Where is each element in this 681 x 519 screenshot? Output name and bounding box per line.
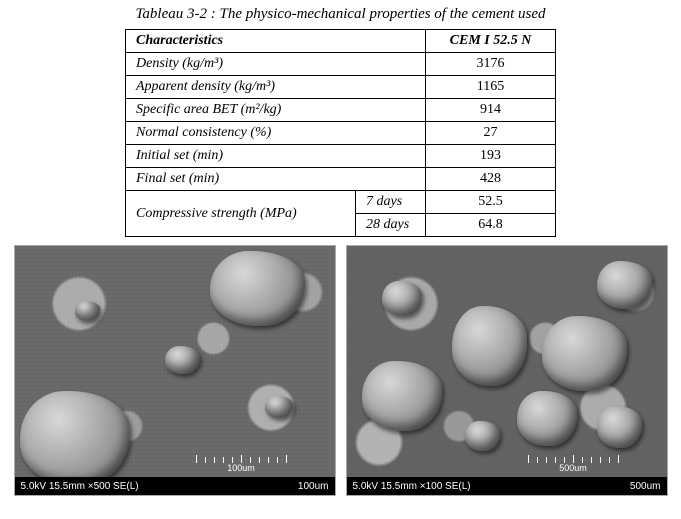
- row-label: Apparent density (kg/m³): [126, 76, 426, 99]
- rock-particle: [465, 421, 500, 451]
- row-label: Final set (min): [126, 168, 426, 191]
- rock-particle: [265, 396, 293, 418]
- row-value: 193: [426, 145, 556, 168]
- properties-table: Characteristics CEM I 52.5 N Density (kg…: [125, 29, 556, 237]
- sem-info-bar: 5.0kV 15.5mm ×100 SE(L) 500um: [347, 477, 667, 495]
- table-row: Compressive strength (MPa) 7 days 52.5: [126, 191, 556, 214]
- row-value: 914: [426, 99, 556, 122]
- rock-particle: [597, 406, 642, 448]
- table-row: Final set (min) 428: [126, 168, 556, 191]
- table-row: Initial set (min) 193: [126, 145, 556, 168]
- rock-particle: [20, 391, 130, 477]
- sem-bar-text: 5.0kV 15.5mm ×100 SE(L): [353, 481, 471, 492]
- rock-particle: [597, 261, 652, 309]
- rock-particle: [382, 281, 422, 316]
- row-label: Specific area BET (m²/kg): [126, 99, 426, 122]
- header-characteristics: Characteristics: [126, 30, 426, 53]
- scale-ticks: [524, 455, 623, 463]
- sem-surface: 500um: [347, 246, 667, 477]
- table-row: Normal consistency (%) 27: [126, 122, 556, 145]
- sem-bar-text: 5.0kV 15.5mm ×500 SE(L): [21, 481, 139, 492]
- rock-particle: [542, 316, 627, 391]
- row-value: 52.5: [426, 191, 556, 214]
- scale-label: 500um: [559, 463, 587, 473]
- sem-image-row: 100um 5.0kV 15.5mm ×500 SE(L) 100um 50: [10, 245, 671, 496]
- table-row: Density (kg/m³) 3176: [126, 53, 556, 76]
- row-label: Normal consistency (%): [126, 122, 426, 145]
- row-label: Density (kg/m³): [126, 53, 426, 76]
- row-value: 64.8: [426, 214, 556, 237]
- row-label-compressive: Compressive strength (MPa): [126, 191, 356, 237]
- row-sub-age: 7 days: [356, 191, 426, 214]
- scale-ticks: [192, 455, 291, 463]
- rock-particle: [75, 301, 100, 321]
- table-caption: Tableau 3-2 : The physico-mechanical pro…: [10, 6, 671, 23]
- header-cement: CEM I 52.5 N: [426, 30, 556, 53]
- scale-bar: 500um: [524, 455, 623, 473]
- rock-particle: [452, 306, 527, 386]
- sem-info-bar: 5.0kV 15.5mm ×500 SE(L) 100um: [15, 477, 335, 495]
- table-row: Apparent density (kg/m³) 1165: [126, 76, 556, 99]
- row-value: 1165: [426, 76, 556, 99]
- sem-surface: 100um: [15, 246, 335, 477]
- table-header-row: Characteristics CEM I 52.5 N: [126, 30, 556, 53]
- sem-bar-scale: 100um: [298, 481, 329, 492]
- row-value: 428: [426, 168, 556, 191]
- scale-bar: 100um: [192, 455, 291, 473]
- scale-label: 100um: [227, 463, 255, 473]
- rock-particle: [165, 346, 200, 374]
- rock-particle: [517, 391, 577, 446]
- row-sub-age: 28 days: [356, 214, 426, 237]
- table-row: Specific area BET (m²/kg) 914: [126, 99, 556, 122]
- sem-bar-scale: 500um: [630, 481, 661, 492]
- row-value: 27: [426, 122, 556, 145]
- rock-particle: [210, 251, 305, 326]
- sem-image-left: 100um 5.0kV 15.5mm ×500 SE(L) 100um: [14, 245, 336, 496]
- sem-image-right: 500um 5.0kV 15.5mm ×100 SE(L) 500um: [346, 245, 668, 496]
- row-value: 3176: [426, 53, 556, 76]
- row-label: Initial set (min): [126, 145, 426, 168]
- rock-particle: [362, 361, 442, 431]
